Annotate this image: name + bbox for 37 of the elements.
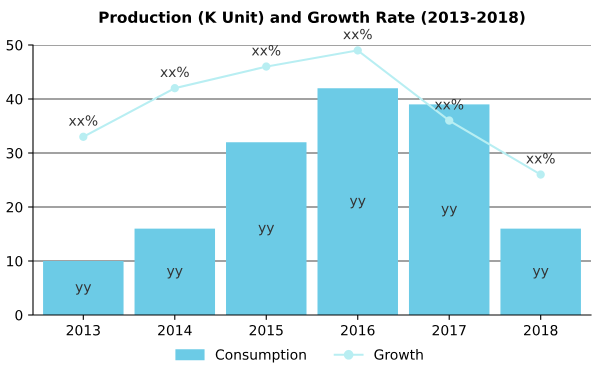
data-label: yy: [532, 268, 548, 279]
x-tick-label: 2013: [66, 324, 100, 336]
x-tick-label: 2015: [250, 324, 283, 336]
bar: [226, 142, 307, 315]
data-label: xx%: [252, 45, 280, 56]
data-label: yy: [350, 198, 366, 208]
bar: [500, 228, 581, 315]
data-label: yy: [258, 224, 274, 236]
point: [354, 46, 362, 55]
y-tick-label: 30: [6, 148, 22, 158]
bar: [317, 88, 398, 315]
data-label: xx%: [160, 66, 189, 78]
y-tick-label: 20: [6, 202, 22, 212]
point: [79, 132, 88, 141]
data-label: yy: [76, 284, 92, 295]
y-tick-label: 50: [6, 40, 22, 50]
data-label: yy: [441, 206, 458, 216]
x-tick-label: 2017: [432, 324, 466, 336]
x-tick-label: 2018: [524, 324, 558, 336]
y-tick-label: 0: [15, 310, 22, 320]
data-label: yy: [166, 268, 183, 279]
bar: [134, 228, 216, 315]
point: [170, 84, 179, 92]
chart-title: Production (K Unit) and Growth Rate (2013-2018): [100, 11, 524, 25]
data-label: xx%: [68, 115, 98, 126]
data-label: xx%: [343, 28, 372, 40]
point: [262, 62, 270, 71]
bar: [43, 261, 124, 315]
x-tick-label: 2014: [158, 324, 192, 336]
x-tick-label: 2016: [341, 324, 375, 336]
legend-label: Consumption: [216, 349, 306, 362]
point: [445, 116, 454, 125]
data-label: xx%: [526, 153, 555, 164]
y-tick-label: 40: [6, 94, 22, 104]
legend-label: Growth: [374, 349, 423, 360]
point: [536, 170, 545, 179]
y-tick-label: 10: [7, 256, 22, 266]
